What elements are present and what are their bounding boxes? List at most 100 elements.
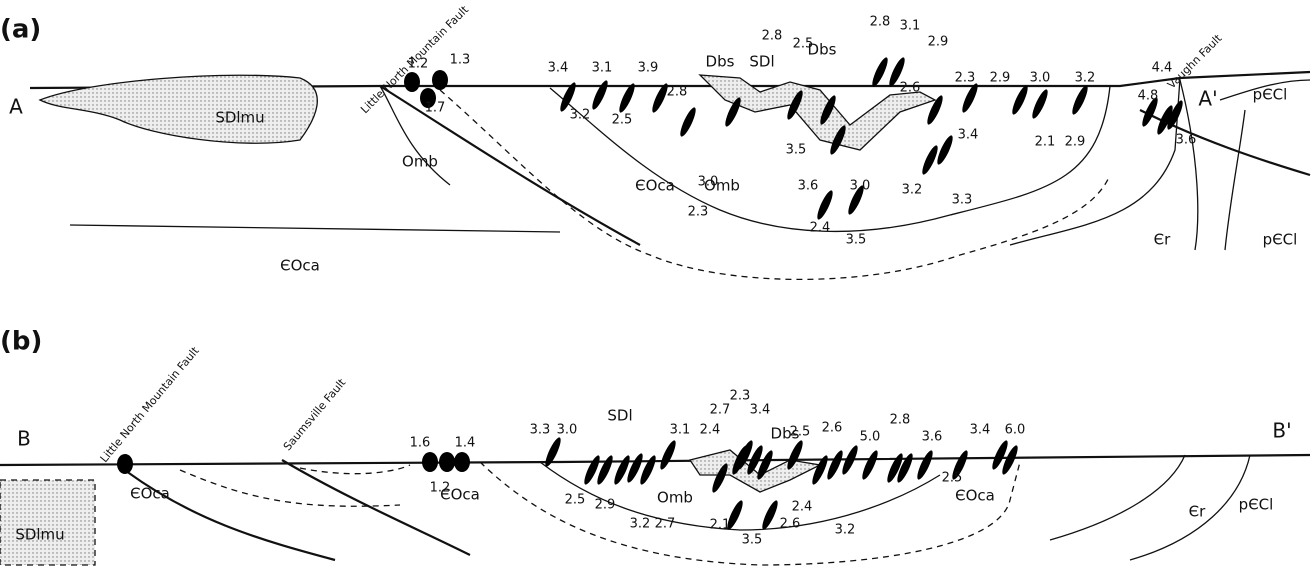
fault-label: Vaughn Fault bbox=[1165, 31, 1225, 91]
unit-label: SDl bbox=[749, 53, 774, 71]
marker bbox=[860, 449, 881, 481]
panel-label: (a) bbox=[0, 15, 41, 45]
value-label: 3.0 bbox=[850, 179, 871, 194]
marker bbox=[117, 454, 133, 474]
value-label: 2.9 bbox=[1065, 135, 1086, 150]
value-label: 1.4 bbox=[455, 436, 476, 451]
value-label: 2.4 bbox=[792, 500, 813, 515]
value-label: 2.8 bbox=[890, 413, 911, 428]
marker bbox=[1010, 84, 1031, 116]
value-label: 2.5 bbox=[793, 37, 814, 52]
value-label: 1.7 bbox=[425, 101, 446, 116]
value-label: 5.0 bbox=[860, 430, 881, 445]
value-label: 3.1 bbox=[592, 61, 613, 76]
value-label: 2.6 bbox=[822, 421, 843, 436]
value-label: 2.3 bbox=[730, 389, 751, 404]
value-label: 2.7 bbox=[655, 517, 676, 532]
marker bbox=[658, 439, 679, 471]
value-label: 4.4 bbox=[1152, 61, 1173, 76]
value-label: 1.2 bbox=[408, 57, 429, 72]
marker bbox=[760, 499, 781, 531]
unit-label: SDlmu bbox=[15, 526, 64, 544]
value-label: 2.3 bbox=[955, 71, 976, 86]
value-label: 3.5 bbox=[786, 143, 807, 158]
value-label: 3.2 bbox=[902, 183, 923, 198]
value-label: 3.1 bbox=[670, 423, 691, 438]
value-label: 3.3 bbox=[530, 423, 551, 438]
marker bbox=[543, 436, 564, 468]
value-label: 3.0 bbox=[1030, 71, 1051, 86]
value-label: 1.6 bbox=[410, 436, 431, 451]
section-start: A bbox=[9, 95, 23, 119]
value-label: 2.9 bbox=[595, 498, 616, 513]
value-label: 3.3 bbox=[952, 193, 973, 208]
value-label: 2.9 bbox=[928, 35, 949, 50]
value-label: 3.0 bbox=[698, 175, 719, 190]
value-label: 2.3 bbox=[688, 205, 709, 220]
value-label: 3.4 bbox=[958, 128, 979, 143]
value-label: 2.9 bbox=[990, 71, 1011, 86]
fault-label: Little North Mountain Fault bbox=[98, 344, 203, 465]
panel-label: (b) bbox=[0, 327, 42, 357]
value-label: 6.0 bbox=[1005, 423, 1026, 438]
marker bbox=[422, 452, 438, 472]
marker bbox=[870, 56, 891, 88]
value-label: 2.1 bbox=[710, 518, 731, 533]
marker bbox=[915, 449, 936, 481]
marker bbox=[825, 449, 846, 481]
value-label: 3.4 bbox=[548, 61, 569, 76]
value-label: 3.6 bbox=[1176, 133, 1197, 148]
marker bbox=[590, 79, 611, 111]
marker bbox=[935, 134, 956, 166]
value-label: 2.8 bbox=[870, 15, 891, 30]
unit-label: pЄCl bbox=[1253, 86, 1288, 104]
panel-b-lines bbox=[0, 450, 1310, 565]
value-label: 2.8 bbox=[667, 85, 688, 100]
value-label: 3.6 bbox=[798, 179, 819, 194]
unit-label: Єr bbox=[1189, 503, 1206, 521]
value-label: 3.5 bbox=[846, 233, 867, 248]
value-label: 4.8 bbox=[1138, 89, 1159, 104]
marker bbox=[1030, 88, 1051, 120]
marker bbox=[432, 70, 448, 90]
value-label: 2.5 bbox=[612, 113, 633, 128]
unit-label: SDlmu bbox=[215, 109, 264, 127]
value-label: 3.2 bbox=[1075, 71, 1096, 86]
marker bbox=[454, 452, 470, 472]
unit-label: Omb bbox=[402, 153, 438, 171]
marker bbox=[920, 144, 941, 176]
unit-label: pЄCl bbox=[1263, 231, 1298, 249]
value-label: 2.4 bbox=[700, 423, 721, 438]
fault-label: Saumsville Fault bbox=[281, 376, 349, 453]
cross-sections: (a)AA'Little North Mountain FaultVaughn … bbox=[0, 0, 1314, 570]
unit-label: ЄOca bbox=[635, 177, 675, 195]
unit-label: Dbs bbox=[706, 53, 735, 71]
unit-label: SDl bbox=[607, 407, 632, 425]
value-label: 3.0 bbox=[557, 423, 578, 438]
value-label: 1.2 bbox=[430, 481, 451, 496]
unit-label: ЄOca bbox=[955, 487, 995, 505]
value-label: 2.8 bbox=[762, 29, 783, 44]
section-end: B' bbox=[1272, 419, 1291, 443]
value-label: 2.6 bbox=[780, 517, 801, 532]
marker bbox=[439, 452, 455, 472]
value-label: 2.5 bbox=[565, 493, 586, 508]
value-label: 3.9 bbox=[638, 61, 659, 76]
unit-label: Omb bbox=[657, 489, 693, 507]
section-start: B bbox=[17, 427, 31, 451]
value-label: 2.4 bbox=[810, 221, 831, 236]
value-label: 2.6 bbox=[900, 81, 921, 96]
value-label: 3.2 bbox=[630, 517, 651, 532]
unit-label: ЄOca bbox=[280, 257, 320, 275]
value-label: 2.5 bbox=[790, 425, 811, 440]
value-label: 2.7 bbox=[710, 403, 731, 418]
value-label: 3.2 bbox=[835, 523, 856, 538]
value-label: 3.6 bbox=[922, 430, 943, 445]
value-label: 1.3 bbox=[450, 53, 471, 68]
value-label: 3.4 bbox=[750, 403, 771, 418]
value-label: 3.2 bbox=[570, 108, 591, 123]
value-label: 3.1 bbox=[900, 19, 921, 34]
value-label: 2.5 bbox=[942, 471, 963, 486]
value-label: 3.4 bbox=[970, 423, 991, 438]
value-label: 3.5 bbox=[742, 533, 763, 548]
